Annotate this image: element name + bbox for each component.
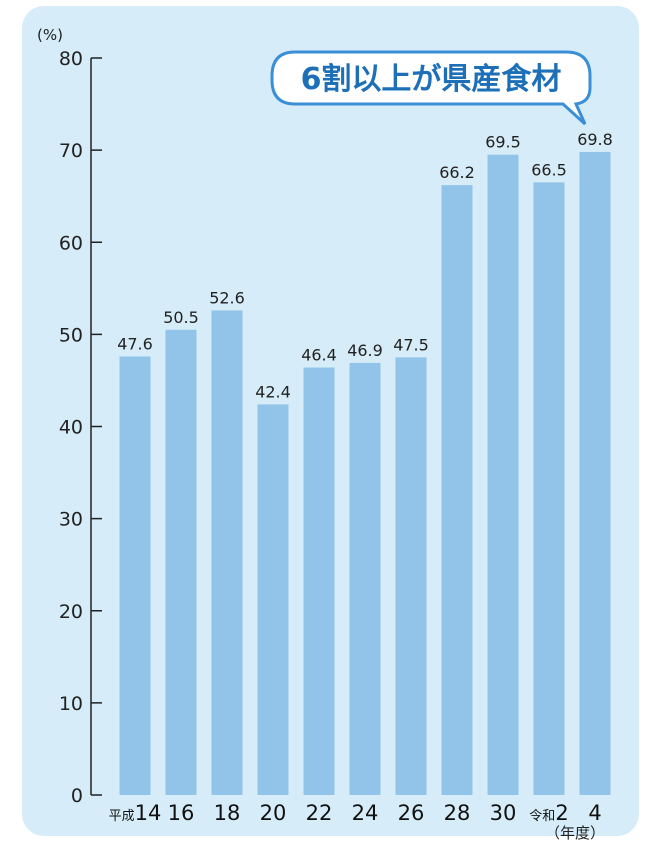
y-tick-label: 0 xyxy=(71,785,83,807)
x-unit-label: （年度） xyxy=(545,824,605,842)
bar xyxy=(119,356,151,795)
data-label: 47.5 xyxy=(393,335,429,354)
bar xyxy=(395,357,427,795)
bar xyxy=(441,185,473,795)
x-tick-label: 22 xyxy=(306,801,333,825)
x-tick-label: 16 xyxy=(168,801,195,825)
x-tick-label: 30 xyxy=(490,801,517,825)
y-tick-label: 40 xyxy=(59,417,83,439)
y-tick-label: 50 xyxy=(59,324,83,346)
callout-bubble xyxy=(270,50,592,126)
data-label: 69.8 xyxy=(577,130,613,149)
data-label: 50.5 xyxy=(163,308,199,327)
y-tick-label: 70 xyxy=(59,140,83,162)
data-label: 69.5 xyxy=(485,133,521,152)
bar xyxy=(349,362,381,795)
x-tick-label: 4 xyxy=(588,801,601,825)
x-year-number: 2 xyxy=(555,801,568,825)
x-tick-label: 18 xyxy=(214,801,241,825)
x-era-prefix: 令和 xyxy=(529,809,555,824)
x-tick-label: 26 xyxy=(398,801,425,825)
x-tick-label: 令和2 xyxy=(529,801,568,825)
data-label: 46.9 xyxy=(347,341,383,360)
bar xyxy=(257,404,289,795)
bar xyxy=(579,151,611,795)
data-label: 66.5 xyxy=(531,160,567,179)
y-tick-label: 20 xyxy=(59,601,83,623)
y-unit-label: (%) xyxy=(37,26,63,44)
y-tick-label: 80 xyxy=(59,48,83,70)
x-era-prefix: 平成 xyxy=(109,809,135,824)
bar xyxy=(303,367,335,795)
data-label: 66.2 xyxy=(439,163,475,182)
y-tick-label: 60 xyxy=(59,232,83,254)
data-label: 47.6 xyxy=(117,334,153,353)
bar xyxy=(211,310,243,795)
x-year-number: 14 xyxy=(135,801,162,825)
y-tick-label: 10 xyxy=(59,693,83,715)
y-tick-label: 30 xyxy=(59,509,83,531)
data-label: 42.4 xyxy=(255,382,291,401)
bar xyxy=(165,329,197,795)
bar xyxy=(533,182,565,795)
callout-annotation: 6割以上が県産食材 xyxy=(301,62,562,97)
x-tick-label: 20 xyxy=(260,801,287,825)
bar xyxy=(487,154,519,795)
x-tick-label: 平成14 xyxy=(109,801,162,825)
data-label: 52.6 xyxy=(209,288,245,307)
x-tick-label: 28 xyxy=(444,801,471,825)
x-tick-label: 24 xyxy=(352,801,379,825)
data-label: 46.4 xyxy=(301,346,337,365)
